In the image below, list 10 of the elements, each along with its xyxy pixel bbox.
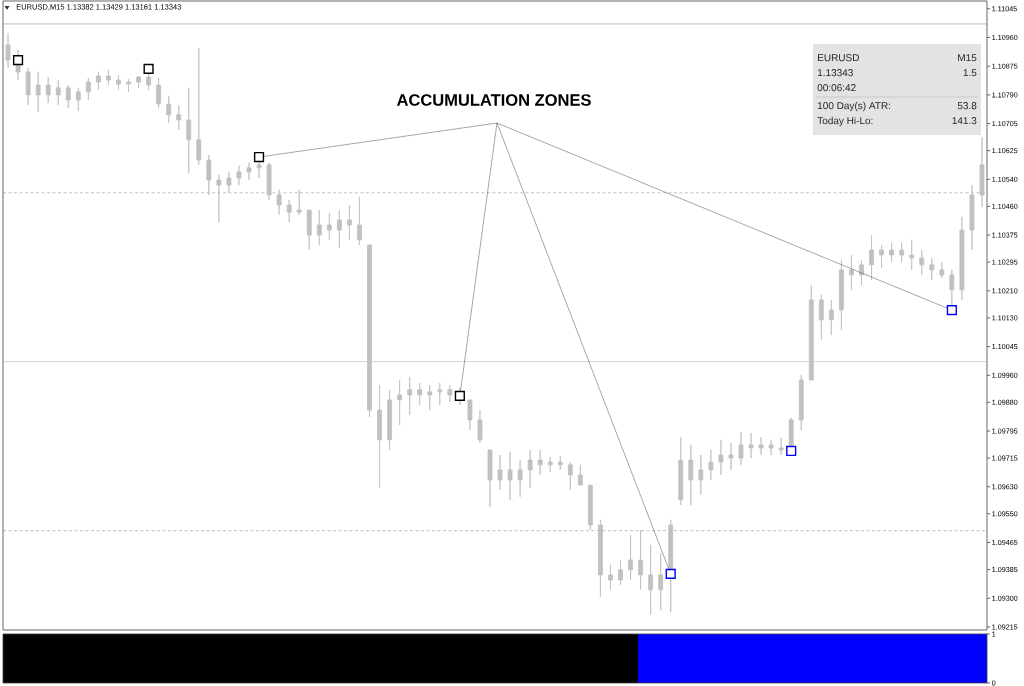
annotation: 1.13343 xyxy=(817,69,853,77)
annotation: 00:06:42 xyxy=(817,84,856,92)
annotation: ACCUMULATION ZONES xyxy=(396,94,591,106)
annotation: 1.5 xyxy=(963,69,977,77)
annotation: EURUSD xyxy=(818,54,859,62)
annotation: 53.8 xyxy=(957,102,977,110)
annotation: 100 Day(s) ATR: xyxy=(817,101,891,112)
annotation: M15 xyxy=(958,54,977,62)
annotation: Today Hi-Lo: xyxy=(817,116,873,127)
annotation: 141.3 xyxy=(952,117,977,125)
